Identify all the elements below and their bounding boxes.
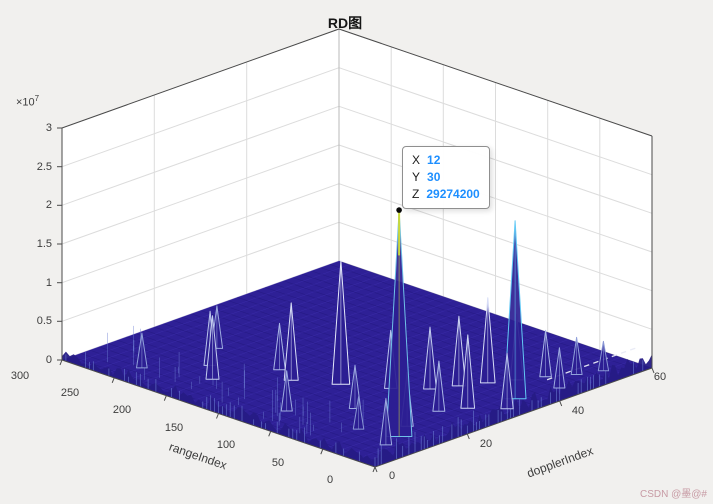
- datatip-row-x: X 12: [412, 152, 480, 169]
- doppler-tick-label: 60: [653, 371, 667, 383]
- doppler-tick-label: 0: [388, 470, 396, 482]
- z-tick-label: 0.5: [36, 315, 52, 327]
- datatip-x-label: X: [412, 153, 421, 167]
- doppler-tick-label: 40: [571, 405, 585, 417]
- datatip[interactable]: X 12 Y 30 Z 29274200: [402, 146, 490, 209]
- z-tick-label: 3: [45, 122, 52, 134]
- csdn-watermark: CSDN @墨@#: [640, 489, 707, 500]
- datatip-x-value: 12: [427, 153, 441, 167]
- z-tick-label: 2.5: [36, 161, 52, 173]
- range-tick-label: 300: [10, 370, 30, 382]
- datatip-y-value: 30: [427, 170, 441, 184]
- datatip-z-label: Z: [412, 187, 420, 201]
- range-tick-label: 100: [216, 439, 236, 451]
- datatip-z-value: 29274200: [426, 187, 480, 201]
- z-axis-exponent: ×107: [16, 94, 39, 109]
- datatip-y-label: Y: [412, 170, 421, 184]
- z-tick-label: 2: [45, 199, 52, 211]
- range-tick-label: 150: [164, 422, 184, 434]
- range-tick-label: 0: [326, 474, 334, 486]
- axes-box-edges: [57, 28, 655, 473]
- z-tick-label: 1: [45, 277, 52, 289]
- doppler-tick-label: 20: [479, 438, 493, 450]
- datatip-marker-layer: [396, 207, 402, 213]
- z-tick-label: 1.5: [36, 238, 52, 250]
- exponent-power: 7: [34, 94, 40, 103]
- exponent-base: ×10: [16, 96, 35, 109]
- range-tick-label: 200: [112, 404, 132, 416]
- chart-title: RD图: [327, 15, 363, 31]
- datatip-marker[interactable]: [396, 207, 402, 213]
- range-tick-label: 250: [60, 387, 80, 399]
- range-tick-label: 50: [271, 457, 285, 469]
- datatip-row-y: Y 30: [412, 169, 480, 186]
- datatip-row-z: Z 29274200: [412, 186, 480, 203]
- mesh-peaks: [136, 209, 610, 446]
- z-tick-label: 0: [45, 354, 52, 366]
